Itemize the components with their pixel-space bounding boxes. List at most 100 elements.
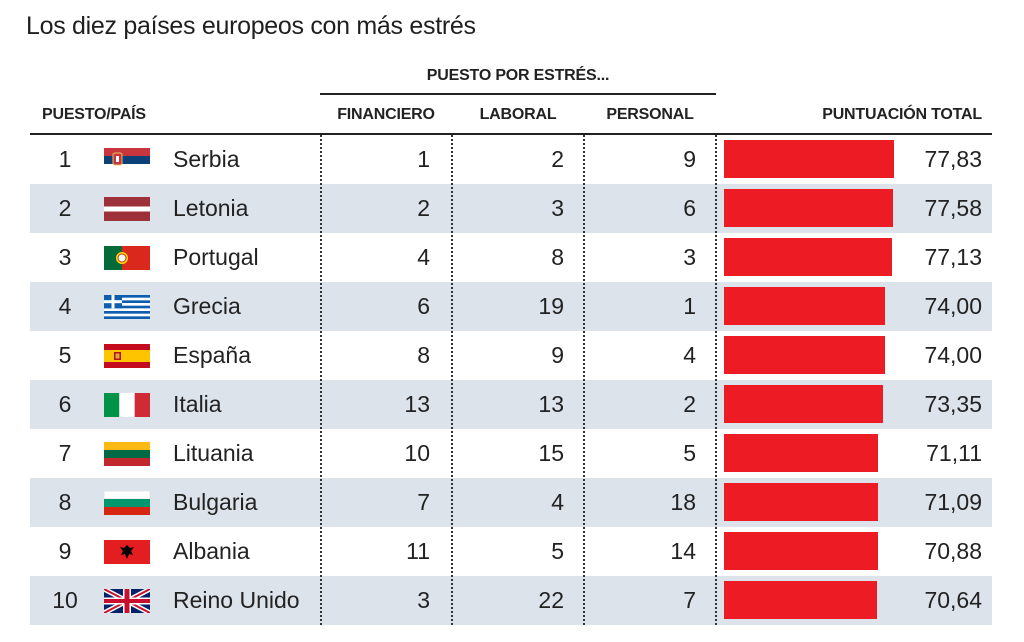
rank-cell: 10 [52, 587, 78, 613]
personal-cell: 4 [683, 342, 696, 368]
total-value-cell: 71,09 [924, 489, 982, 515]
laboral-cell: 5 [551, 538, 564, 564]
personal-cell: 18 [670, 489, 696, 515]
financiero-cell: 7 [417, 489, 430, 515]
lithuania-flag-icon [104, 442, 150, 466]
laboral-cell: 8 [551, 244, 564, 270]
albania-flag-icon [104, 540, 150, 564]
table-row: 6 Italia 13 13 2 73,35 [30, 380, 992, 429]
country-cell: Lituania [173, 440, 254, 466]
laboral-cell: 13 [538, 391, 564, 417]
table-row: 2 Letonia 2 3 6 77,58 [30, 184, 992, 233]
rank-cell: 5 [58, 342, 72, 368]
rank-cell: 4 [58, 293, 72, 319]
laboral-cell: 19 [538, 293, 564, 319]
total-bar [724, 385, 884, 423]
table-row: 4 Grecia 6 19 1 74,00 [30, 282, 992, 331]
laboral-cell: 2 [551, 146, 564, 172]
total-bar [724, 336, 885, 374]
bulgaria-flag-icon [104, 491, 150, 515]
total-bar [724, 287, 885, 325]
greece-flag-icon [104, 295, 150, 319]
table-row: 1 Serbia 1 2 9 77,83 [30, 135, 992, 184]
total-bar [724, 140, 894, 178]
rank-cell: 3 [58, 244, 72, 270]
total-value-cell: 77,83 [924, 146, 982, 172]
table-row: 5 España 8 9 4 74,00 [30, 331, 992, 380]
total-value-cell: 70,64 [924, 587, 982, 613]
table-row: 8 Bulgaria 7 4 18 71,09 [30, 478, 992, 527]
table-row: 3 Portugal 4 8 3 77,13 [30, 233, 992, 282]
total-bar [724, 581, 877, 619]
total-value-cell: 77,13 [924, 244, 982, 270]
personal-cell: 3 [683, 244, 696, 270]
laboral-cell: 22 [538, 587, 564, 613]
country-cell: Letonia [173, 195, 249, 221]
column-divider [320, 135, 322, 625]
financiero-cell: 1 [417, 146, 430, 172]
column-divider [715, 135, 717, 625]
group-header-label: PUESTO POR ESTRÉS... [426, 67, 610, 84]
column-divider [583, 135, 585, 625]
total-bar [724, 238, 893, 276]
personal-cell: 1 [683, 293, 696, 319]
country-cell: Reino Unido [173, 587, 300, 613]
header-rule [30, 133, 992, 135]
personal-cell: 14 [670, 538, 696, 564]
laboral-cell: 4 [551, 489, 564, 515]
country-cell: Albania [173, 538, 250, 564]
serbia-flag-icon [104, 148, 150, 172]
country-cell: Italia [173, 391, 222, 417]
column-header-personal: PERSONAL [606, 106, 694, 123]
rank-cell: 7 [58, 440, 72, 466]
rank-cell: 2 [58, 195, 72, 221]
country-cell: Serbia [173, 146, 240, 172]
total-value-cell: 73,35 [924, 391, 982, 417]
financiero-cell: 10 [404, 440, 430, 466]
column-header-puesto: PUESTO/PAÍS [42, 106, 146, 123]
total-bar [724, 434, 879, 472]
country-cell: Portugal [173, 244, 259, 270]
personal-cell: 2 [683, 391, 696, 417]
laboral-cell: 15 [538, 440, 564, 466]
total-bar [724, 483, 879, 521]
total-bar [724, 532, 878, 570]
personal-cell: 5 [683, 440, 696, 466]
country-cell: España [173, 342, 252, 368]
laboral-cell: 3 [551, 195, 564, 221]
total-bar [724, 189, 894, 227]
personal-cell: 7 [683, 587, 696, 613]
column-divider [451, 135, 453, 625]
total-value-cell: 77,58 [924, 195, 982, 221]
personal-cell: 9 [683, 146, 696, 172]
column-header-financiero: FINANCIERO [337, 106, 435, 123]
italy-flag-icon [104, 393, 150, 417]
table-row: 10 Reino Unido 3 22 7 70,64 [30, 576, 992, 625]
total-value-cell: 71,11 [926, 440, 982, 466]
total-value-cell: 70,88 [924, 538, 982, 564]
financiero-cell: 13 [404, 391, 430, 417]
latvia-flag-icon [104, 197, 150, 221]
financiero-cell: 2 [417, 195, 430, 221]
rank-cell: 9 [58, 538, 72, 564]
table-row: 7 Lituania 10 15 5 71,11 [30, 429, 992, 478]
table-body: 1 Serbia 1 2 9 77,83 2 Letonia 2 3 6 77,58 3 Portugal… [30, 135, 992, 625]
financiero-cell: 3 [417, 587, 430, 613]
country-cell: Grecia [173, 293, 241, 319]
financiero-cell: 8 [417, 342, 430, 368]
column-header-laboral: LABORAL [479, 106, 557, 123]
laboral-cell: 9 [551, 342, 564, 368]
column-header-total: PUNTUACIÓN TOTAL [822, 106, 982, 123]
portugal-flag-icon [104, 246, 150, 270]
chart-title: Los diez países europeos con más estrés [26, 12, 476, 40]
total-value-cell: 74,00 [924, 293, 982, 319]
rank-cell: 8 [58, 489, 72, 515]
personal-cell: 6 [683, 195, 696, 221]
rank-cell: 1 [58, 146, 72, 172]
table-row: 9 Albania 11 5 14 70,88 [30, 527, 992, 576]
spain-flag-icon [104, 344, 150, 368]
total-value-cell: 74,00 [924, 342, 982, 368]
financiero-cell: 11 [406, 538, 430, 564]
country-cell: Bulgaria [173, 489, 258, 515]
financiero-cell: 6 [417, 293, 430, 319]
